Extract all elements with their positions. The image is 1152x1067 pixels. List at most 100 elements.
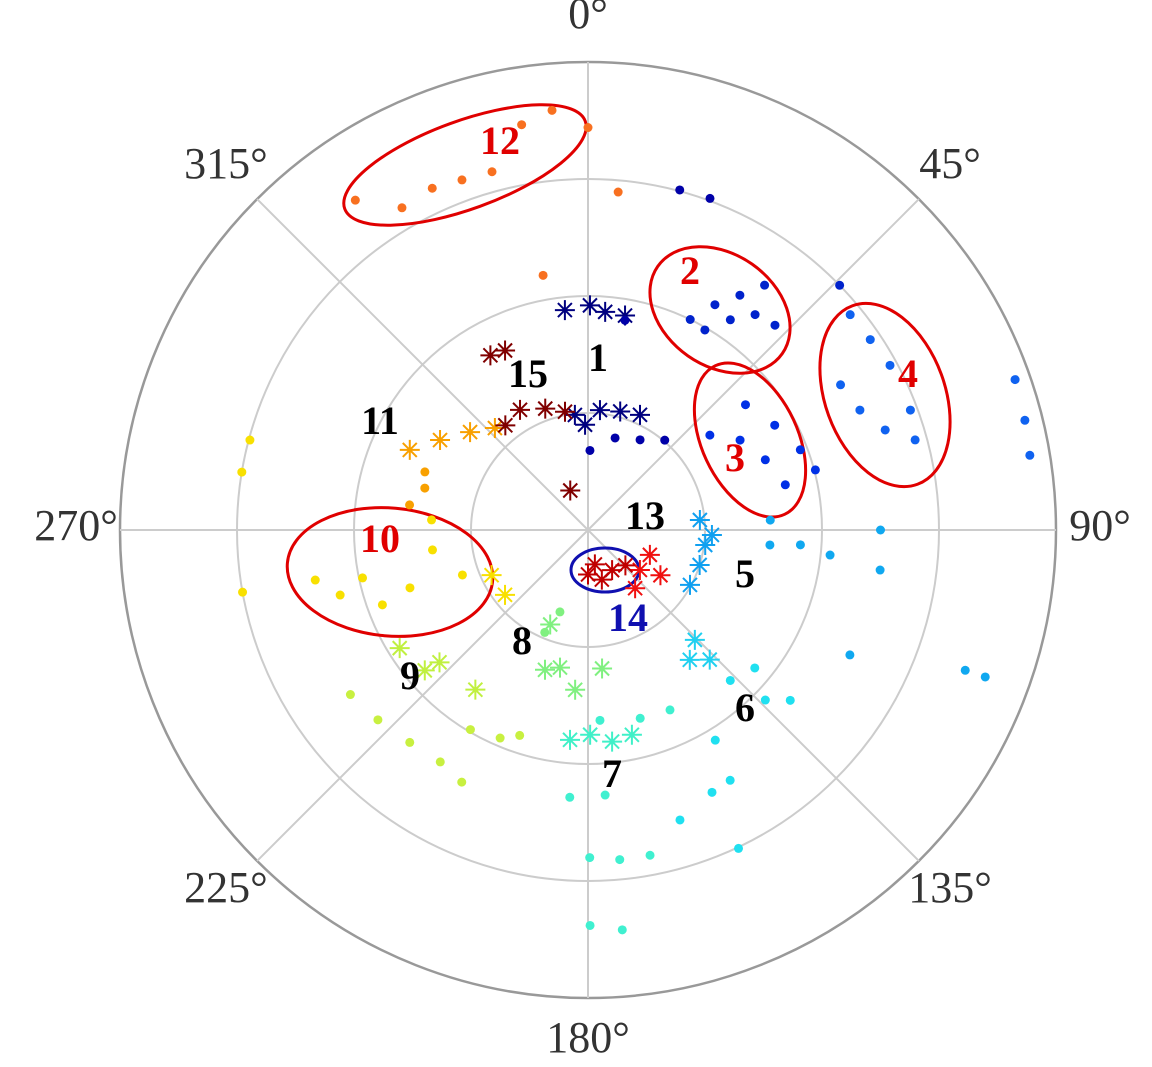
cluster-label: 5 — [735, 551, 755, 596]
series — [679, 629, 720, 670]
star-point — [540, 614, 561, 635]
series — [578, 554, 636, 590]
star-point — [679, 574, 700, 595]
dot-point — [620, 315, 630, 325]
series — [836, 310, 1035, 460]
star-point — [679, 649, 700, 670]
dot-point — [457, 777, 467, 787]
dot-point — [358, 573, 368, 583]
series — [679, 510, 722, 595]
dot-point — [405, 737, 415, 747]
series — [534, 614, 613, 700]
dot-point — [825, 550, 835, 560]
dot-point — [245, 435, 255, 445]
cluster-label: 14 — [608, 595, 648, 640]
star-point — [484, 418, 505, 439]
star-point — [701, 524, 722, 545]
dot-point — [237, 467, 247, 477]
grid-spoke — [256, 198, 589, 531]
series — [481, 565, 516, 605]
series — [675, 663, 795, 853]
dot-point — [345, 690, 355, 700]
dot-point — [565, 792, 575, 802]
dot-point — [836, 380, 846, 390]
dot-point — [735, 290, 745, 300]
cluster-label: 15 — [508, 351, 548, 396]
dot-point — [785, 695, 795, 705]
cluster-label: 8 — [512, 618, 532, 663]
star-point — [621, 724, 642, 745]
star-point — [629, 404, 650, 425]
star-point — [610, 401, 631, 422]
star-point — [560, 729, 581, 750]
dot-point — [845, 650, 855, 660]
dot-point — [585, 445, 595, 455]
dot-point — [585, 920, 595, 930]
star-point — [565, 679, 586, 700]
dot-point — [1020, 415, 1030, 425]
star-point — [592, 658, 613, 679]
dot-point — [765, 515, 775, 525]
dot-point — [238, 587, 248, 597]
theta-tick-label: 90° — [1069, 501, 1131, 550]
star-point — [510, 399, 531, 420]
cluster-label: 12 — [480, 118, 520, 163]
dot-point — [335, 590, 345, 600]
dot-point — [660, 435, 670, 445]
dot-point — [700, 325, 710, 335]
dot-point — [613, 187, 623, 197]
dot-point — [760, 695, 770, 705]
dot-point — [855, 405, 865, 415]
series — [554, 295, 650, 435]
dot-point — [495, 733, 505, 743]
star-point — [584, 554, 605, 575]
dot-point — [427, 515, 437, 525]
dot-point — [1010, 375, 1020, 385]
theta-tick-label: 180° — [546, 1013, 630, 1062]
dot-point — [635, 435, 645, 445]
series — [765, 515, 990, 682]
cluster-label: 2 — [680, 248, 700, 293]
star-point — [639, 544, 660, 565]
highlight-ellipse — [285, 506, 495, 638]
dot-point — [405, 500, 415, 510]
dot-point — [610, 433, 620, 443]
star-point — [579, 295, 600, 316]
dot-point — [910, 435, 920, 445]
highlight-ellipse — [692, 361, 808, 519]
dot-point — [555, 607, 565, 617]
star-point — [580, 724, 601, 745]
dot-point — [760, 455, 770, 465]
series — [705, 400, 820, 490]
star-point — [578, 564, 598, 585]
star-point — [534, 659, 555, 680]
star-point — [689, 510, 710, 531]
dot-point — [675, 815, 685, 825]
theta-tick-label: 315° — [184, 139, 268, 188]
highlight-ellipses — [285, 103, 952, 638]
cluster-label: 10 — [360, 516, 400, 561]
dot-point — [734, 843, 744, 853]
star-point — [689, 554, 710, 575]
dot-point — [725, 675, 735, 685]
dot-point — [420, 483, 430, 493]
dot-point — [735, 435, 745, 445]
series — [560, 724, 642, 752]
cluster-label: 4 — [898, 351, 918, 396]
star-point — [615, 305, 636, 326]
star-point — [460, 422, 481, 443]
star-point — [591, 569, 612, 590]
dot-point — [760, 280, 770, 290]
star-point — [595, 301, 616, 322]
dot-point — [540, 627, 550, 637]
cluster-label: 3 — [725, 435, 745, 480]
dot-point — [750, 310, 760, 320]
star-point — [389, 638, 410, 659]
cluster-label: 9 — [400, 653, 420, 698]
grid-spoke — [587, 198, 920, 531]
dot-point — [707, 787, 717, 797]
star-point — [481, 565, 502, 586]
series — [625, 544, 671, 599]
series — [350, 105, 623, 280]
